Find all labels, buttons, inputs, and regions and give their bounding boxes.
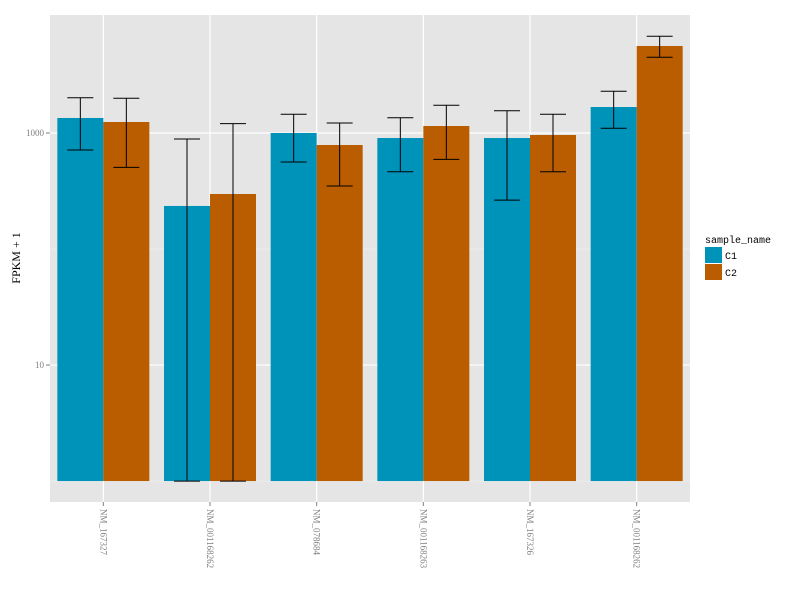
x-tick-label: NM_167327 <box>98 509 108 556</box>
x-tick-label: NM_001168262 <box>632 509 642 568</box>
bar-c1 <box>57 117 104 482</box>
x-tick-label: NM_078684 <box>312 509 322 556</box>
bar-c2 <box>423 125 470 482</box>
bar-c2 <box>316 145 363 482</box>
bar-c2 <box>103 121 150 482</box>
y-tick-label: 10 <box>35 360 45 370</box>
bar-c2 <box>636 45 683 482</box>
x-tick-label: NM_001168263 <box>418 509 428 569</box>
bar-c1 <box>590 107 637 482</box>
y-axis-label: FPKM + 1 <box>9 232 23 283</box>
x-tick-label: NM_167326 <box>525 509 535 556</box>
bar-c1 <box>377 138 424 482</box>
bar-c1 <box>270 132 317 482</box>
legend-key-c2 <box>705 264 722 280</box>
bar-c2 <box>530 135 576 482</box>
legend-label-c2: C2 <box>725 269 737 280</box>
x-tick-label: NM_001168262 <box>205 509 215 568</box>
y-tick-label: 1000 <box>26 128 45 138</box>
legend: sample_name C1 C2 <box>705 235 771 280</box>
legend-label-c1: C1 <box>725 252 737 263</box>
legend-key-c1 <box>705 247 722 263</box>
plot-panel <box>50 15 690 502</box>
legend-title: sample_name <box>705 235 771 247</box>
